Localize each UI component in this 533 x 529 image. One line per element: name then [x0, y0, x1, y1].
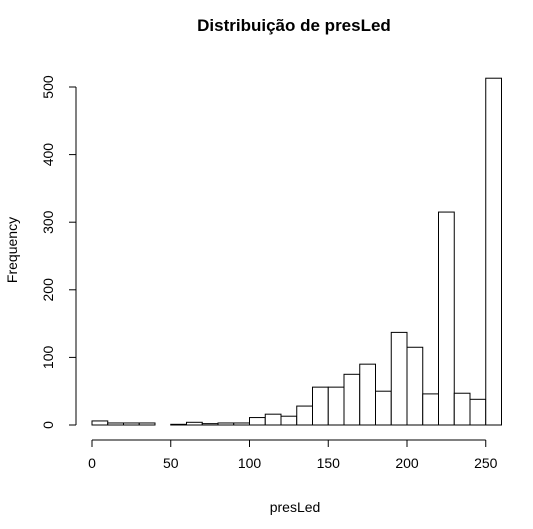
histogram-bar-130-140	[296, 405, 313, 426]
histogram-bar-10-20	[107, 422, 124, 426]
y-tick-label-400: 400	[40, 143, 56, 167]
histogram-bar-20-30	[123, 422, 140, 426]
histogram-bar-250-260	[485, 77, 502, 426]
histogram-bar-200-210	[406, 346, 424, 426]
histogram-bar-190-200	[390, 331, 408, 426]
histogram-bar-0-10	[91, 420, 109, 426]
histogram-bar-180-190	[375, 390, 392, 426]
y-axis-label: Frequency	[4, 217, 20, 283]
histogram-bar-100-110	[249, 417, 266, 426]
x-tick-label-250: 250	[474, 455, 498, 471]
histogram-bar-60-70	[186, 421, 203, 426]
bars-group	[91, 77, 502, 426]
y-tick-label-500: 500	[40, 75, 56, 99]
histogram-bar-170-180	[359, 363, 376, 426]
x-tick-label-200: 200	[395, 455, 419, 471]
histogram-bar-150-160	[327, 386, 345, 426]
histogram-bar-80-90	[217, 422, 235, 426]
histogram-bar-140-150	[312, 386, 329, 426]
histogram-bar-230-240	[453, 392, 471, 426]
histogram-bar-50-60	[170, 423, 187, 426]
x-tick-label-0: 0	[88, 455, 96, 471]
x-tick-label-50: 50	[163, 455, 179, 471]
histogram-bar-30-40	[138, 422, 156, 426]
histogram-bar-110-120	[264, 413, 282, 426]
x-tick-label-150: 150	[317, 455, 341, 471]
histogram-bar-160-170	[343, 373, 361, 426]
x-axis: 0 50 100 150 200 250	[88, 439, 498, 471]
y-axis: 0 100 200 300 400 500	[40, 75, 77, 429]
y-tick-label-100: 100	[40, 346, 56, 370]
chart-title: Distribuição de presLed	[197, 16, 391, 35]
y-tick-label-0: 0	[40, 421, 56, 429]
y-tick-label-300: 300	[40, 210, 56, 234]
histogram-bar-240-250	[469, 398, 487, 426]
y-tick-label-200: 200	[40, 278, 56, 302]
histogram-bar-210-220	[422, 393, 439, 426]
x-axis-label: presLed	[270, 499, 321, 515]
histogram-bar-70-80	[201, 423, 219, 426]
histogram-bar-90-100	[233, 422, 250, 426]
histogram-bar-220-230	[438, 211, 455, 426]
x-tick-label-100: 100	[238, 455, 262, 471]
histogram-bar-120-130	[280, 415, 298, 426]
